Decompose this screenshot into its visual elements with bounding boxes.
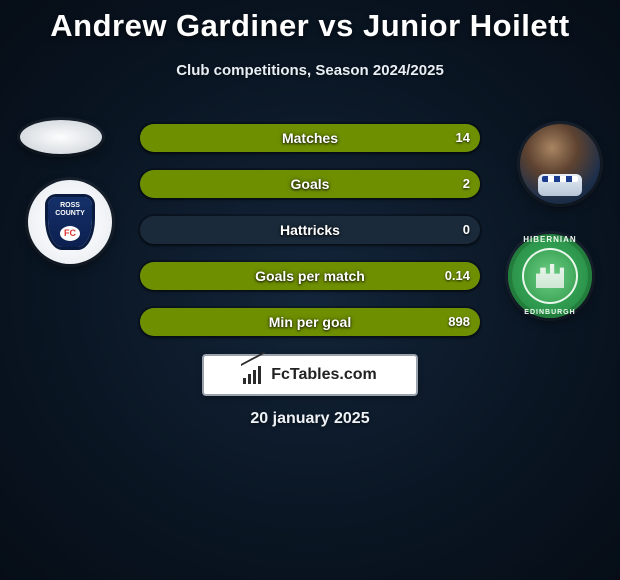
stats-container: 14Matches 2Goals 0Hattricks 0.14Goals per m…: [140, 124, 480, 354]
brand-text: FcTables.com: [271, 367, 377, 383]
player1-avatar: [20, 120, 102, 154]
stat-label: Hattricks: [140, 216, 480, 244]
date-text: 20 january 2025: [0, 410, 620, 428]
stat-bar-right: [140, 124, 480, 152]
brand-box[interactable]: FcTables.com: [202, 354, 418, 396]
club1-badge: [28, 180, 112, 264]
stat-row: 0Hattricks: [140, 216, 480, 244]
player2-avatar: [520, 124, 600, 204]
stat-bar-right: [140, 262, 480, 290]
stat-row: 14Matches: [140, 124, 480, 152]
chart-icon: [243, 366, 265, 384]
stat-value-right: 0: [463, 216, 470, 244]
stat-bar-right: [140, 308, 480, 336]
stat-row: 0.14Goals per match: [140, 262, 480, 290]
stat-row: 898Min per goal: [140, 308, 480, 336]
club2-badge: [508, 234, 592, 318]
stat-bar-right: [140, 170, 480, 198]
subtitle: Club competitions, Season 2024/2025: [0, 62, 620, 79]
stat-row: 2Goals: [140, 170, 480, 198]
page-title: Andrew Gardiner vs Junior Hoilett: [0, 0, 620, 44]
